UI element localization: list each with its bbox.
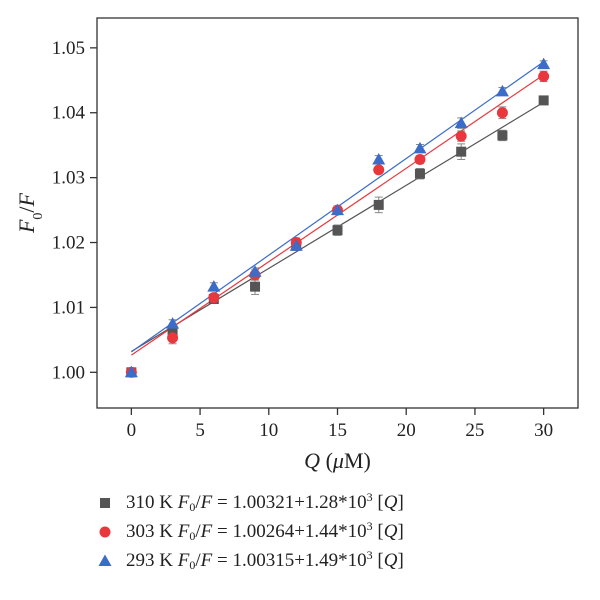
- legend-item-293-K: 293 K F0/F = 1.00315+1.49*103 [Q]: [92, 546, 404, 575]
- y-axis-title: F0/F: [14, 192, 46, 234]
- point-triangle: [124, 365, 138, 378]
- x-tick-label: 0: [127, 420, 137, 441]
- point-circle: [455, 130, 467, 142]
- legend-marker-triangle: [98, 554, 112, 566]
- y-tick-label: 1.00: [52, 362, 85, 383]
- point-square: [250, 281, 261, 292]
- legend-symbol-circle: [99, 526, 111, 537]
- point-square: [538, 95, 549, 106]
- legend-equation: 310 K F0/F = 1.00321+1.28*103 [Q]: [126, 490, 404, 514]
- point-circle: [414, 153, 426, 165]
- point-triangle: [331, 203, 344, 216]
- point-triangle: [454, 116, 468, 129]
- point-triangle: [413, 141, 427, 154]
- legend: 310 K F0/F = 1.00321+1.28*103 [Q] 303 K F…: [92, 488, 404, 575]
- point-square: [497, 130, 508, 141]
- point-triangle: [207, 280, 221, 292]
- point-triangle: [537, 57, 551, 70]
- legend-item-310-K: 310 K F0/F = 1.00321+1.28*103 [Q]: [92, 488, 404, 517]
- legend-marker-circle: [99, 526, 111, 537]
- x-tick-label: 15: [328, 420, 347, 441]
- axis-ticks: 0 5 10 15 20 25 30 1.00 1.01 1.02 1.03 1.04 1.05: [52, 38, 553, 441]
- point-triangle: [248, 265, 262, 277]
- y-tick-label: 1.02: [52, 233, 85, 254]
- legend-equation: 293 K F0/F = 1.00315+1.49*103 [Q]: [126, 548, 404, 572]
- point-circle: [208, 292, 220, 304]
- x-tick-label: 25: [465, 420, 484, 441]
- data-markers: [124, 57, 551, 378]
- point-square: [167, 326, 178, 337]
- point-square: [332, 225, 343, 236]
- legend-symbol-triangle: [98, 554, 112, 566]
- legend-symbol-square: [100, 497, 110, 508]
- legend-equation: 303 K F0/F = 1.00264+1.44*103 [Q]: [126, 519, 404, 543]
- y-tick-label: 1.03: [52, 168, 85, 189]
- x-axis-title: Q (μM): [304, 448, 371, 473]
- x-tick-label: 5: [195, 420, 205, 441]
- point-triangle: [495, 84, 509, 97]
- y-tick-label: 1.05: [52, 38, 85, 59]
- error-bars: [127, 60, 548, 377]
- legend-marker-square: [100, 497, 110, 508]
- x-tick-label: 10: [259, 420, 278, 441]
- point-square: [456, 146, 467, 157]
- point-circle: [496, 107, 508, 119]
- point-circle: [167, 332, 179, 344]
- legend-item-303-K: 303 K F0/F = 1.00264+1.44*103 [Q]: [92, 517, 404, 546]
- point-triangle: [372, 152, 386, 165]
- point-triangle: [289, 239, 303, 251]
- x-tick-label: 20: [397, 420, 416, 441]
- y-tick-label: 1.04: [52, 103, 86, 124]
- x-tick-label: 30: [534, 420, 553, 441]
- point-square: [414, 168, 425, 179]
- point-circle: [538, 70, 550, 82]
- y-tick-label: 1.01: [52, 297, 85, 318]
- point-square: [373, 199, 384, 210]
- point-circle: [373, 164, 385, 176]
- point-triangle: [166, 317, 180, 329]
- chart: 0 5 10 15 20 25 30 1.00 1.01 1.02 1.03 1.04 1.05 F0/…: [14, 17, 579, 473]
